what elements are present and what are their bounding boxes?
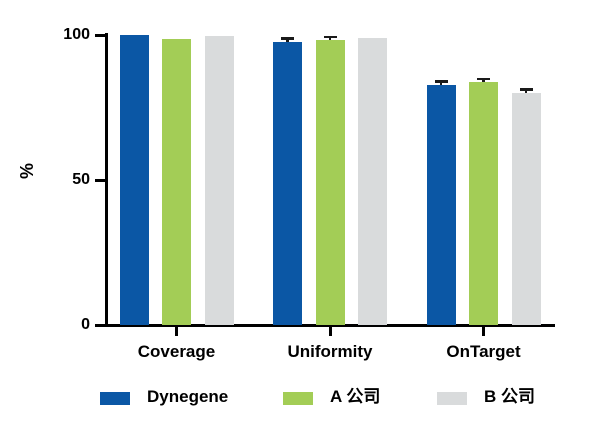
error-bar-whisker bbox=[286, 39, 289, 42]
legend-label: Dynegene bbox=[147, 387, 229, 406]
error-bar-cap bbox=[434, 80, 448, 83]
y-tick bbox=[95, 33, 107, 37]
x-tick bbox=[482, 325, 485, 336]
x-tick bbox=[328, 325, 332, 336]
y-tick-label: 100 bbox=[63, 26, 90, 43]
x-category-label: Coverage bbox=[137, 342, 216, 361]
y-axis-title: % bbox=[17, 163, 37, 180]
y-tick-label: 0 bbox=[81, 316, 90, 333]
x-category-label: Uniformity bbox=[287, 342, 373, 361]
bar-uniformity-1 bbox=[315, 39, 345, 325]
error-bar-whisker bbox=[482, 80, 485, 83]
error-bar-cap bbox=[323, 35, 337, 39]
error-bar-cap bbox=[281, 37, 294, 40]
x-axis bbox=[95, 323, 555, 327]
error-bar-cap bbox=[477, 77, 490, 81]
legend-label: A 公司 bbox=[330, 387, 381, 406]
legend-swatch bbox=[283, 392, 313, 405]
error-bar-whisker bbox=[524, 90, 528, 94]
y-tick-label: 50 bbox=[72, 171, 90, 188]
legend-label: B 公司 bbox=[484, 387, 535, 406]
bar-coverage-0 bbox=[119, 35, 149, 325]
bar-ontarget-0 bbox=[426, 84, 456, 325]
x-tick bbox=[175, 325, 178, 336]
bar-uniformity-2 bbox=[358, 37, 387, 325]
legend-swatch bbox=[437, 392, 467, 405]
bar-ontarget-1 bbox=[469, 82, 498, 325]
error-bar-cap bbox=[519, 88, 533, 91]
y-tick bbox=[95, 178, 107, 182]
bar-uniformity-0 bbox=[273, 41, 302, 325]
bar-ontarget-2 bbox=[511, 93, 541, 325]
error-bar-whisker bbox=[328, 38, 332, 40]
bar-coverage-2 bbox=[204, 35, 234, 325]
x-category-label: OnTarget bbox=[446, 342, 521, 361]
bar-coverage-1 bbox=[162, 39, 191, 325]
legend-swatch bbox=[100, 392, 130, 405]
error-bar-whisker bbox=[439, 82, 443, 85]
